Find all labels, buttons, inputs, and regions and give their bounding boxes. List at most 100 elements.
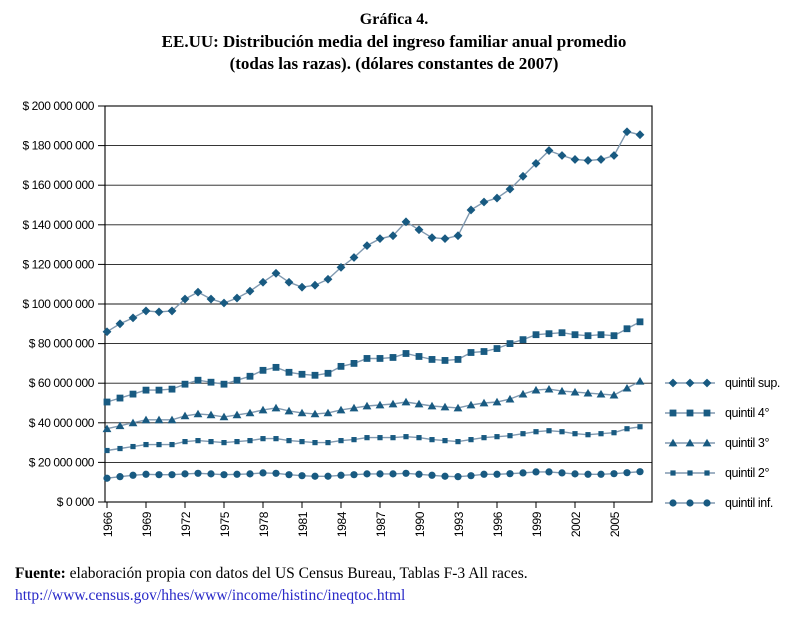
legend-marker-quintil-sup xyxy=(685,378,695,388)
marker-quintil-sup xyxy=(232,293,242,303)
marker-quintil-sup xyxy=(206,294,216,304)
marker-quintil-inf xyxy=(142,470,150,478)
marker-quintil-3 xyxy=(284,406,294,415)
marker-quintil-4 xyxy=(376,355,384,362)
marker-quintil-2 xyxy=(468,437,474,443)
marker-quintil-sup xyxy=(115,319,125,329)
marker-quintil-3 xyxy=(349,403,359,412)
legend-swatch-square xyxy=(665,409,715,417)
marker-quintil-4 xyxy=(363,355,371,362)
marker-quintil-3 xyxy=(466,400,476,409)
marker-quintil-4 xyxy=(155,386,163,394)
marker-quintil-sup xyxy=(518,171,528,181)
y-tick-label: $ 180 000 000 xyxy=(22,139,94,153)
legend-swatch-circle xyxy=(665,499,715,507)
marker-quintil-sup xyxy=(362,241,372,250)
legend-marker-quintil-sup xyxy=(668,378,678,388)
marker-quintil-4 xyxy=(324,369,332,377)
marker-quintil-2 xyxy=(533,429,539,435)
marker-quintil-2 xyxy=(572,431,578,437)
marker-quintil-2 xyxy=(520,431,526,437)
marker-quintil-3 xyxy=(635,377,645,385)
marker-quintil-4 xyxy=(298,370,306,378)
marker-quintil-3 xyxy=(557,386,567,395)
marker-quintil-3 xyxy=(440,402,450,411)
marker-quintil-sup xyxy=(284,277,294,287)
marker-quintil-2 xyxy=(390,435,396,441)
legend-marker-quintil-2 xyxy=(670,470,676,476)
marker-quintil-2 xyxy=(143,441,149,448)
x-tick-label: 1975 xyxy=(218,511,232,537)
marker-quintil-2 xyxy=(624,426,630,432)
marker-quintil-2 xyxy=(377,435,383,441)
marker-quintil-4 xyxy=(311,371,319,379)
marker-quintil-3 xyxy=(310,409,320,418)
marker-quintil-4 xyxy=(506,340,514,347)
marker-quintil-inf xyxy=(545,468,553,476)
marker-quintil-sup xyxy=(414,225,424,235)
marker-quintil-sup xyxy=(635,130,645,140)
source-link[interactable]: http://www.census.gov/hhes/www/income/hi… xyxy=(15,587,406,604)
marker-quintil-inf xyxy=(402,469,410,477)
legend-swatch-triangle xyxy=(665,438,715,447)
y-tick-label: $ 100 000 000 xyxy=(22,297,94,311)
marker-quintil-3 xyxy=(583,388,593,397)
marker-quintil-sup xyxy=(310,280,320,290)
marker-quintil-2 xyxy=(507,433,513,439)
marker-quintil-4 xyxy=(584,332,592,340)
marker-quintil-inf xyxy=(298,472,306,480)
marker-quintil-3 xyxy=(505,394,515,403)
marker-quintil-inf xyxy=(129,471,137,479)
marker-quintil-sup xyxy=(258,277,268,287)
marker-quintil-3 xyxy=(336,405,346,414)
source-label: Fuente: xyxy=(15,565,66,582)
marker-quintil-sup xyxy=(323,274,333,284)
marker-quintil-inf xyxy=(194,469,202,477)
marker-quintil-inf xyxy=(623,469,631,477)
marker-quintil-4 xyxy=(259,366,267,374)
marker-quintil-2 xyxy=(104,447,110,454)
marker-quintil-2 xyxy=(351,437,357,443)
marker-quintil-sup xyxy=(557,151,567,160)
marker-quintil-4 xyxy=(285,368,293,376)
marker-quintil-3 xyxy=(479,398,489,407)
marker-quintil-inf xyxy=(519,469,527,477)
chart-title-line1: Gráfica 4. xyxy=(359,11,429,28)
marker-quintil-sup xyxy=(167,306,177,316)
marker-quintil-inf xyxy=(233,470,241,478)
marker-quintil-4 xyxy=(571,331,579,339)
legend-marker-quintil-4 xyxy=(703,409,711,417)
marker-quintil-sup xyxy=(245,286,255,296)
x-tick-label: 2005 xyxy=(608,511,622,537)
marker-quintil-inf xyxy=(415,470,423,478)
marker-quintil-3 xyxy=(492,397,502,406)
marker-quintil-2 xyxy=(130,443,136,450)
marker-quintil-4 xyxy=(181,380,189,388)
marker-quintil-3 xyxy=(245,408,255,417)
legend-marker-quintil-inf xyxy=(686,499,694,507)
marker-quintil-3 xyxy=(180,411,190,420)
marker-quintil-sup xyxy=(427,233,437,243)
marker-quintil-inf xyxy=(272,469,280,477)
source-note: Fuente: elaboración propia con datos del… xyxy=(15,563,528,607)
marker-quintil-inf xyxy=(363,470,371,478)
marker-quintil-2 xyxy=(637,424,643,430)
marker-quintil-inf xyxy=(116,473,124,481)
marker-quintil-4 xyxy=(337,362,345,370)
x-tick-label: 1993 xyxy=(452,511,466,537)
marker-quintil-2 xyxy=(455,439,461,445)
marker-quintil-3 xyxy=(258,405,268,414)
marker-quintil-2 xyxy=(299,439,305,445)
legend-marker-quintil-2 xyxy=(687,470,693,476)
marker-quintil-inf xyxy=(480,470,488,478)
y-tick-label: $ 140 000 000 xyxy=(22,218,94,232)
x-tick-label: 1981 xyxy=(296,511,310,537)
marker-quintil-4 xyxy=(636,318,644,326)
marker-quintil-2 xyxy=(416,435,422,441)
source-text: Fuente: elaboración propia con datos del… xyxy=(15,565,528,582)
marker-quintil-3 xyxy=(453,403,463,412)
legend-item-quintil-3: quintil 3° xyxy=(664,436,780,450)
marker-quintil-4 xyxy=(389,354,397,361)
legend-item-quintil-2: quintil 2° xyxy=(664,466,780,480)
